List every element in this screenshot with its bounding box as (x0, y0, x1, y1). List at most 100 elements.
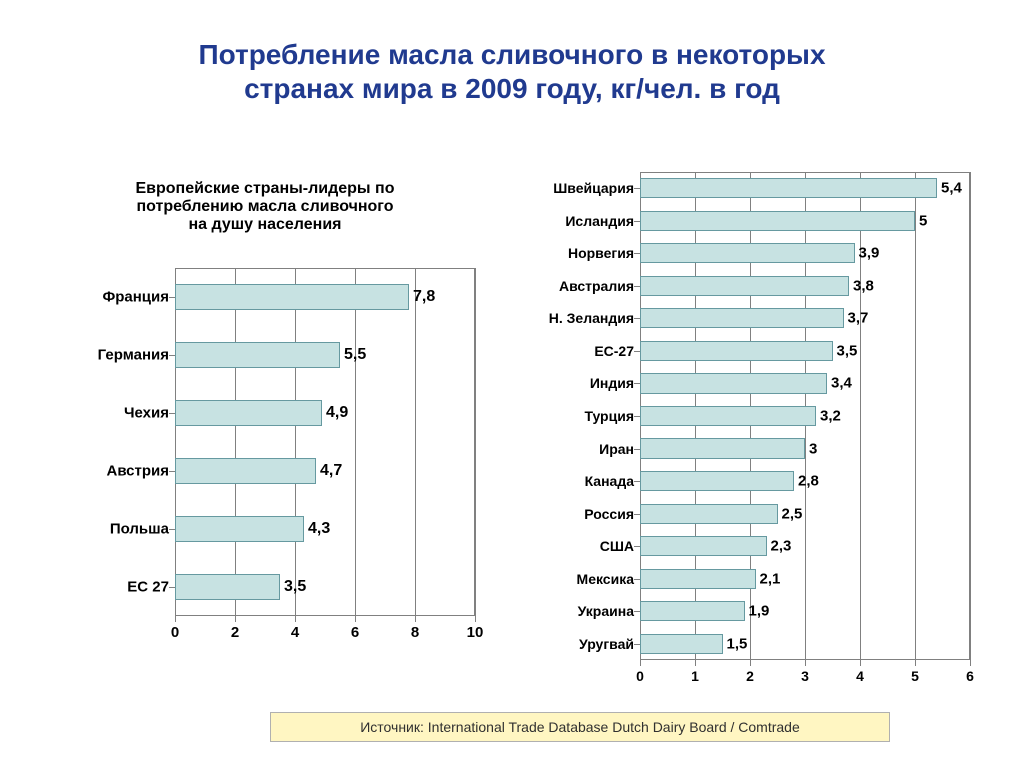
bar (640, 243, 855, 263)
x-axis-label: 2 (746, 668, 754, 684)
plot-border (175, 268, 475, 616)
x-axis-label: 0 (636, 668, 644, 684)
bar (175, 400, 322, 426)
category-label: Польша (110, 521, 175, 538)
value-label: 1,9 (749, 603, 770, 620)
left-chart-subtitle: Европейские страны-лидеры попотреблению … (100, 180, 430, 234)
bar (175, 458, 316, 484)
value-label: 3,4 (831, 375, 852, 392)
right-chart: 0123456Швейцария5,4Исландия5Норвегия3,9А… (640, 172, 970, 660)
x-axis-label: 10 (467, 624, 484, 641)
category-label: Н. Зеландия (549, 310, 640, 326)
value-label: 3,7 (848, 310, 869, 327)
x-tick (355, 616, 356, 622)
bar (175, 284, 409, 310)
value-label: 1,5 (727, 635, 748, 652)
category-label: Турция (584, 408, 640, 424)
bar (640, 373, 827, 393)
category-label: Россия (584, 506, 640, 522)
value-label: 2,1 (760, 570, 781, 587)
value-label: 5,5 (344, 346, 366, 364)
category-label: Исландия (565, 213, 640, 229)
x-tick (915, 660, 916, 666)
gridline (175, 268, 176, 616)
bar (640, 601, 745, 621)
x-tick (475, 616, 476, 622)
x-tick (860, 660, 861, 666)
x-axis-label: 0 (171, 624, 179, 641)
value-label: 3,9 (859, 245, 880, 262)
bar (640, 471, 794, 491)
gridline (475, 268, 476, 616)
bar (640, 438, 805, 458)
gridline (970, 172, 971, 660)
bar (175, 516, 304, 542)
bar (175, 342, 340, 368)
category-label: ЕС-27 (594, 343, 640, 359)
category-label: Норвегия (568, 245, 640, 261)
category-label: ЕС 27 (127, 579, 175, 596)
x-axis-label: 5 (911, 668, 919, 684)
gridline (295, 268, 296, 616)
subtitle-line: потреблению масла сливочного (100, 198, 430, 216)
x-tick (175, 616, 176, 622)
bar (640, 178, 937, 198)
category-label: Австрия (106, 463, 175, 480)
bar (640, 569, 756, 589)
left-chart: 0246810Франция7,8Германия5,5Чехия4,9Авст… (175, 268, 475, 616)
value-label: 4,7 (320, 462, 342, 480)
value-label: 5,4 (941, 180, 962, 197)
x-tick (415, 616, 416, 622)
slide: Потребление масла сливочного в некоторых… (0, 0, 1024, 768)
x-tick (640, 660, 641, 666)
category-label: Украина (578, 603, 640, 619)
value-label: 7,8 (413, 288, 435, 306)
category-label: Германия (98, 347, 175, 364)
value-label: 3,2 (820, 408, 841, 425)
category-label: Франция (102, 289, 175, 306)
x-tick (295, 616, 296, 622)
x-axis-label: 6 (351, 624, 359, 641)
x-tick (750, 660, 751, 666)
bar (640, 276, 849, 296)
x-axis-label: 4 (291, 624, 299, 641)
source-citation: Источник: International Trade Database D… (270, 712, 890, 742)
category-label: Швейцария (553, 180, 640, 196)
value-label: 2,5 (782, 505, 803, 522)
slide-title: Потребление масла сливочного в некоторых… (60, 38, 964, 105)
x-axis-label: 6 (966, 668, 974, 684)
category-label: Австралия (559, 278, 640, 294)
x-tick (235, 616, 236, 622)
title-line-2: странах мира в 2009 году, кг/чел. в год (244, 73, 780, 104)
value-label: 3,5 (284, 578, 306, 596)
bar (640, 341, 833, 361)
category-label: Мексика (577, 571, 640, 587)
x-axis-label: 2 (231, 624, 239, 641)
x-axis-label: 1 (691, 668, 699, 684)
bar (640, 211, 915, 231)
bar (640, 504, 778, 524)
value-label: 2,8 (798, 473, 819, 490)
gridline (235, 268, 236, 616)
x-axis-label: 3 (801, 668, 809, 684)
value-label: 5 (919, 212, 927, 229)
value-label: 2,3 (771, 538, 792, 555)
x-tick (970, 660, 971, 666)
value-label: 3 (809, 440, 817, 457)
category-label: Чехия (124, 405, 175, 422)
category-label: Индия (590, 375, 640, 391)
category-label: США (600, 538, 640, 554)
subtitle-line: на душу населения (100, 216, 430, 234)
category-label: Иран (599, 441, 640, 457)
category-label: Канада (585, 473, 640, 489)
bar (640, 634, 723, 654)
value-label: 4,9 (326, 404, 348, 422)
value-label: 4,3 (308, 520, 330, 538)
title-line-1: Потребление масла сливочного в некоторых (198, 39, 825, 70)
bar (175, 574, 280, 600)
value-label: 3,8 (853, 277, 874, 294)
source-text: Источник: International Trade Database D… (360, 719, 800, 735)
subtitle-line: Европейские страны-лидеры по (100, 180, 430, 198)
x-axis-label: 4 (856, 668, 864, 684)
bar (640, 406, 816, 426)
